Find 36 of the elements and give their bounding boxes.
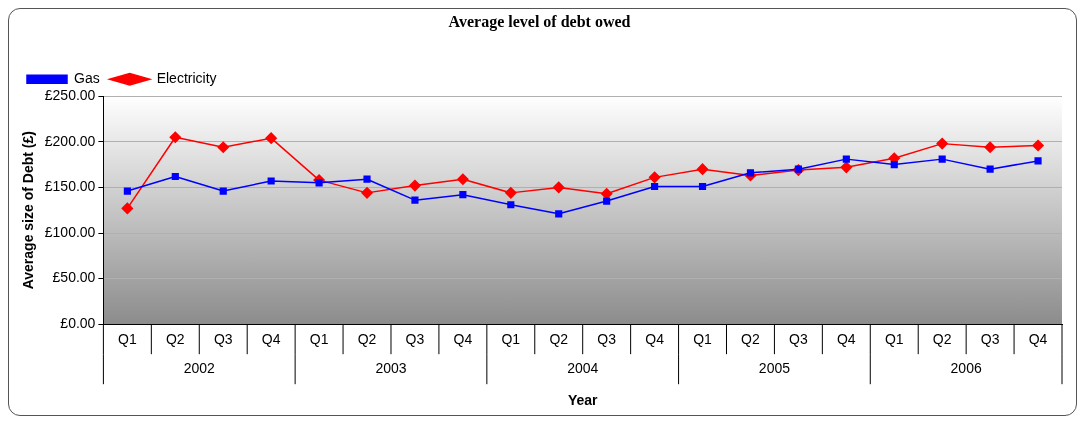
y-tick-label: £150.00	[44, 178, 96, 195]
x-tick-label: Q2	[549, 331, 569, 348]
x-tick-label: Q2	[741, 331, 760, 348]
x-tick-label: Q4	[1028, 331, 1048, 348]
text: 2002	[183, 360, 216, 377]
x-tick-label: Q3	[980, 331, 1000, 348]
x-tick-label: Q3	[405, 331, 425, 348]
x-tick-label: Q4	[453, 331, 473, 348]
text: 2003	[375, 360, 407, 377]
x-tick-label: Q2	[165, 331, 185, 348]
x-tick-label: Q1	[118, 331, 137, 348]
x-tick-label: Q3	[597, 331, 617, 348]
x-tick-label: Q3	[789, 331, 808, 348]
y-tick-label: £50.00	[52, 269, 96, 286]
y-tick-label: £0.00	[60, 315, 96, 332]
y-axis-title: Average size of Debt (£)	[20, 131, 37, 290]
y-tick-label: £250.00	[44, 87, 96, 104]
legend-label: Electricity	[156, 70, 217, 87]
x-tick-label: Q1	[309, 331, 329, 348]
x-tick-label: Q2	[932, 331, 952, 348]
x-tick-label: Q1	[693, 331, 713, 348]
x-tick-label: Q2	[357, 331, 377, 348]
x-tick-label: Q4	[261, 331, 281, 348]
x-tick-label: Q4	[645, 331, 665, 348]
y-tick-label: £100.00	[44, 223, 96, 240]
x-tick-label: Q1	[501, 331, 521, 348]
text: 2006	[950, 360, 982, 377]
chart-title: Average level of debt owed	[448, 12, 631, 31]
legend-label: Gas	[74, 70, 100, 87]
x-tick-label: Q3	[213, 331, 233, 348]
text: 2005	[758, 360, 791, 377]
text: 2004	[567, 360, 599, 377]
x-tick-label: Q4	[836, 331, 856, 348]
x-axis-title: Year	[567, 392, 599, 409]
y-tick-label: £200.00	[44, 132, 96, 149]
x-tick-label: Q1	[884, 331, 904, 348]
